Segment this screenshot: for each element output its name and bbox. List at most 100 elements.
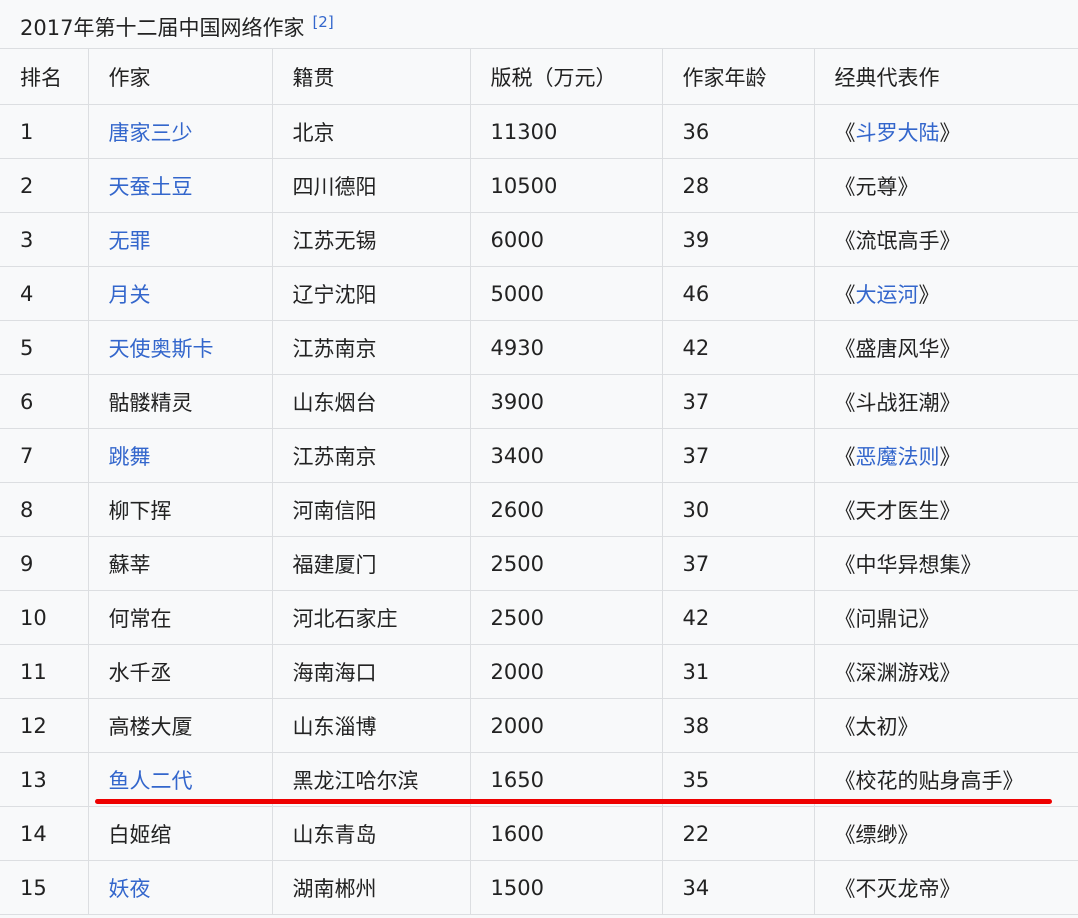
author-name[interactable]: 月关 [108,282,151,307]
royalty: 11300 [490,119,558,144]
age-cell: 39 [661,212,815,267]
author-name-cell: 月关 [87,266,273,321]
rank-cell: 5 [0,320,89,375]
quote-close: 》 [1002,768,1024,793]
age: 37 [682,443,710,468]
quote-open: 《 [834,174,856,199]
author-name[interactable]: 鱼人二代 [108,768,193,793]
author-name-cell: 白姬绾 [87,806,273,861]
royalty: 2000 [490,659,544,684]
age: 31 [682,659,710,684]
rank: 10 [20,605,47,630]
royalty-cell: 1600 [469,806,663,861]
table-row: 11 水千丞 海南海口 2000 31 《深渊游戏》 [0,644,1078,699]
author-name[interactable]: 无罪 [108,228,151,253]
reference-link[interactable]: [2] [312,13,334,31]
author-name[interactable]: 跳舞 [108,444,151,469]
age-cell: 30 [661,482,815,537]
royalty-cell: 2600 [469,482,663,537]
author-name-cell: 唐家三少 [87,104,273,159]
age-cell: 28 [661,158,815,213]
rank: 6 [20,389,34,414]
work-title: 盛唐风华 [855,336,940,361]
column-header: 籍贯 [271,48,471,105]
rank-cell: 10 [0,590,89,645]
rank: 13 [20,767,47,792]
age: 22 [682,821,710,846]
work-title: 斗战狂潮 [855,390,940,415]
author-name[interactable]: 天蚕土豆 [108,174,193,199]
work-title: 缥缈 [855,822,898,847]
origin-cell: 江苏南京 [271,428,471,483]
work-title[interactable]: 斗罗大陆 [855,120,940,145]
royalty: 3400 [490,443,544,468]
rank-cell: 4 [0,266,89,321]
royalty-cell: 3400 [469,428,663,483]
quote-open: 《 [834,606,856,631]
work-title[interactable]: 恶魔法则 [855,444,940,469]
origin: 江苏南京 [292,336,377,361]
age: 37 [682,551,710,576]
work-title: 校花的贴身高手 [855,768,1003,793]
work-title: 元尊 [855,174,898,199]
caption-title: 2017年第十二届中国网络作家 [20,16,305,40]
royalty-cell: 5000 [469,266,663,321]
royalty: 2600 [490,497,544,522]
age: 35 [682,767,710,792]
age-cell: 37 [661,374,815,429]
rank-cell: 13 [0,752,89,807]
quote-close: 》 [939,336,961,361]
quote-close: 》 [939,228,961,253]
rank: 7 [20,443,34,468]
author-name-cell: 高楼大厦 [87,698,273,753]
quote-open: 《 [834,336,856,361]
rank: 15 [20,875,47,900]
rank: 12 [20,713,47,738]
quote-close: 》 [897,714,919,739]
royalty-cell: 1500 [469,860,663,915]
column-header: 作家 [87,48,273,105]
origin: 湖南郴州 [292,876,377,901]
table-row: 1 唐家三少 北京 11300 36 《斗罗大陆》 [0,104,1078,159]
origin: 海南海口 [292,660,377,685]
rank-cell: 3 [0,212,89,267]
royalty-cell: 3900 [469,374,663,429]
rank: 9 [20,551,34,576]
table-row: 5 天使奥斯卡 江苏南京 4930 42 《盛唐风华》 [0,320,1078,375]
quote-close: 》 [918,282,940,307]
author-name[interactable]: 天使奥斯卡 [108,336,214,361]
rank: 4 [20,281,34,306]
work-cell: 《深渊游戏》 [813,644,1078,699]
column-header: 作家年龄 [661,48,815,105]
royalty-cell: 10500 [469,158,663,213]
work-cell: 《缥缈》 [813,806,1078,861]
table-header-row: 排名 作家 籍贯 版税（万元） 作家年龄 经典代表作 [0,48,1078,105]
quote-open: 《 [834,498,856,523]
author-name[interactable]: 唐家三少 [108,120,193,145]
origin-cell: 山东青岛 [271,806,471,861]
author-name: 水千丞 [108,660,172,685]
age: 46 [682,281,710,306]
work-cell: 《中华异想集》 [813,536,1078,591]
origin-cell: 湖南郴州 [271,860,471,915]
work-title[interactable]: 大运河 [855,282,919,307]
work-title: 太初 [855,714,898,739]
work-cell: 《元尊》 [813,158,1078,213]
origin: 江苏南京 [292,444,377,469]
origin: 河南信阳 [292,498,377,523]
table-caption: 2017年第十二届中国网络作家 [2] [0,0,1078,48]
royalty: 5000 [490,281,544,306]
author-name-cell: 何常在 [87,590,273,645]
author-name[interactable]: 妖夜 [108,876,151,901]
red-underline-annotation [95,799,1052,804]
quote-close: 》 [897,822,919,847]
royalty-cell: 4930 [469,320,663,375]
work-cell: 《问鼎记》 [813,590,1078,645]
rank-cell: 7 [0,428,89,483]
age: 39 [682,227,710,252]
quote-open: 《 [834,822,856,847]
table-row: 15 妖夜 湖南郴州 1500 34 《不灭龙帝》 [0,860,1078,915]
age: 34 [682,875,710,900]
age: 37 [682,389,710,414]
origin-cell: 河南信阳 [271,482,471,537]
